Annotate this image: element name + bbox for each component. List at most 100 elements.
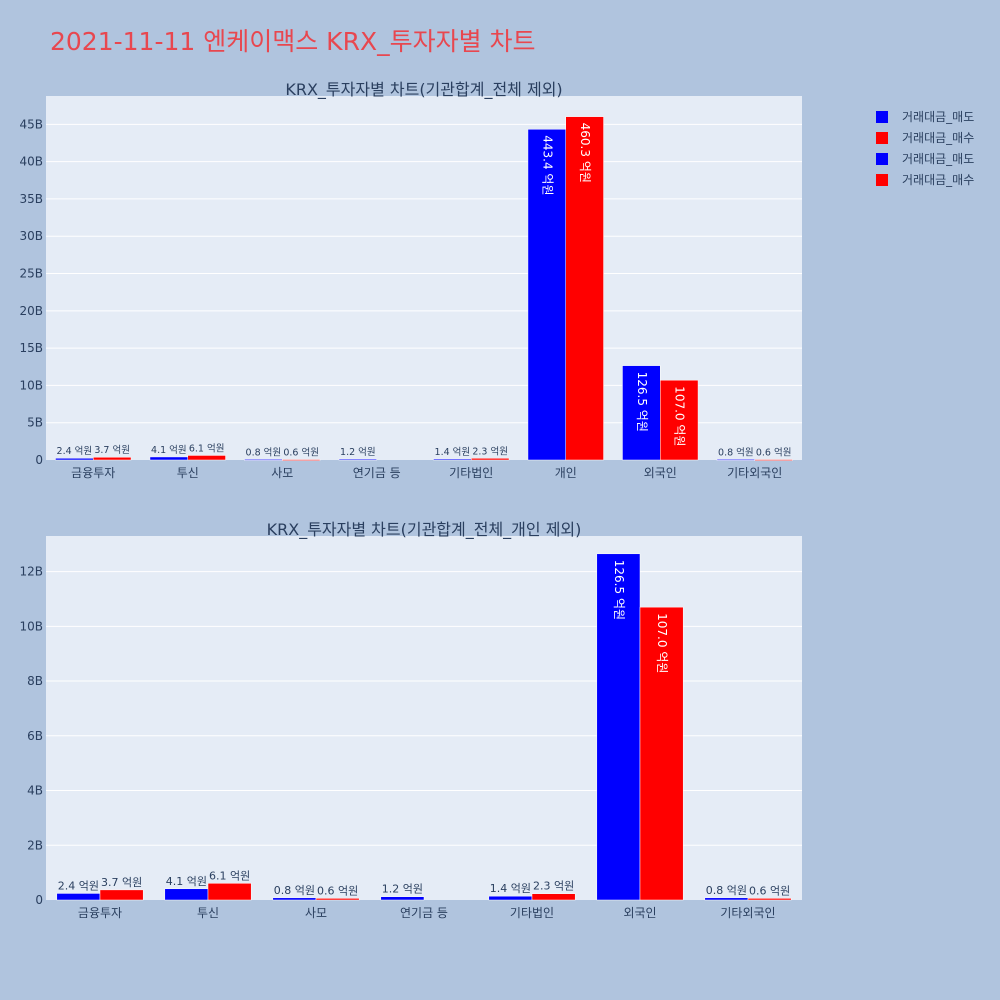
y-tick-label: 30B bbox=[19, 229, 43, 243]
bar-sell bbox=[527, 129, 567, 461]
data-label: 2.4 억원 bbox=[57, 445, 93, 457]
legend-item-sell-2[interactable]: 거래대금_매도 bbox=[876, 148, 974, 169]
x-tick-label: 연기금 등 bbox=[400, 906, 448, 920]
legend-label: 거래대금_매도 bbox=[902, 152, 975, 166]
y-tick-label: 12B bbox=[19, 565, 43, 579]
data-label: 4.1 억원 bbox=[166, 875, 207, 888]
bar-buy bbox=[565, 116, 604, 461]
x-tick-label: 외국인 bbox=[644, 466, 677, 480]
x-tick-label: 외국인 bbox=[623, 906, 656, 920]
page-title: 2021-11-11 엔케이맥스 KRX_투자자별 차트 bbox=[50, 27, 536, 56]
y-tick-label: 2B bbox=[27, 838, 43, 852]
bar-buy bbox=[99, 889, 144, 901]
x-tick-label: 개인 bbox=[555, 466, 577, 480]
y-tick-label: 35B bbox=[19, 192, 43, 206]
y-tick-label: 0 bbox=[35, 893, 43, 907]
x-tick-label: 기타법인 bbox=[449, 466, 493, 480]
x-tick-label: 금융투자 bbox=[78, 906, 122, 920]
legend-item-sell[interactable]: 거래대금_매도 bbox=[876, 106, 974, 127]
bar-sell bbox=[149, 456, 188, 461]
bar-sell bbox=[488, 895, 533, 901]
bar-sell bbox=[244, 459, 283, 461]
data-label: 460.3 억원 bbox=[578, 123, 592, 183]
legend-label: 거래대금_매도 bbox=[902, 110, 975, 124]
bar-buy bbox=[660, 379, 699, 461]
legend-label: 거래대금_매수 bbox=[902, 173, 975, 187]
data-label: 0.8 억원 bbox=[274, 884, 315, 897]
legend-swatch-sell bbox=[876, 110, 888, 123]
x-tick-label: 사모 bbox=[305, 906, 327, 920]
legend-item-buy-2[interactable]: 거래대금_매수 bbox=[876, 169, 974, 190]
x-tick-label: 금융투자 bbox=[71, 466, 115, 480]
data-label: 0.6 억원 bbox=[749, 884, 790, 897]
y-tick-label: 10B bbox=[19, 378, 43, 392]
data-label: 1.2 억원 bbox=[340, 446, 376, 458]
y-tick-label: 20B bbox=[19, 304, 43, 318]
bar-buy bbox=[93, 456, 132, 461]
x-tick-label: 투신 bbox=[197, 906, 219, 920]
legend-swatch-sell bbox=[876, 152, 888, 165]
data-label: 0.6 억원 bbox=[756, 447, 792, 459]
x-tick-label: 기타외국인 bbox=[727, 466, 782, 480]
bar-sell bbox=[338, 458, 378, 461]
bar-buy bbox=[207, 883, 252, 901]
data-label: 1.2 억원 bbox=[382, 883, 423, 896]
y-tick-label: 25B bbox=[19, 267, 43, 281]
data-label: 2.3 억원 bbox=[472, 445, 508, 457]
bar-buy bbox=[754, 459, 793, 461]
data-label: 0.8 억원 bbox=[246, 446, 282, 458]
legend-item-buy[interactable]: 거래대금_매수 bbox=[876, 127, 974, 148]
x-tick-label: 사모 bbox=[271, 466, 293, 480]
bar-sell bbox=[55, 457, 94, 461]
data-label: 3.7 억원 bbox=[94, 444, 130, 456]
bar-sell bbox=[433, 458, 472, 461]
chart-title: KRX_투자자별 차트(기관합계_전체_개인 제외) bbox=[267, 520, 582, 540]
data-label: 126.5 억원 bbox=[635, 372, 649, 432]
data-label: 126.5 억원 bbox=[612, 560, 626, 620]
bar-buy bbox=[282, 459, 321, 461]
data-label: 0.8 억원 bbox=[718, 446, 754, 458]
y-tick-label: 10B bbox=[19, 619, 43, 633]
y-tick-label: 4B bbox=[27, 784, 43, 798]
data-label: 1.4 억원 bbox=[490, 882, 531, 895]
data-label: 443.4 억원 bbox=[540, 135, 554, 195]
data-label: 1.4 억원 bbox=[435, 446, 471, 458]
legend-label: 거래대금_매수 bbox=[902, 131, 975, 145]
data-label: 0.6 억원 bbox=[317, 884, 358, 897]
data-label: 107.0 억원 bbox=[655, 613, 669, 673]
data-label: 6.1 억원 bbox=[189, 442, 225, 454]
data-label: 4.1 억원 bbox=[151, 444, 187, 456]
bar-buy bbox=[315, 898, 360, 901]
y-tick-label: 6B bbox=[27, 729, 43, 743]
bar-buy bbox=[471, 458, 510, 461]
bar-sell bbox=[716, 459, 756, 461]
data-label: 0.8 억원 bbox=[706, 884, 747, 897]
bar-sell bbox=[380, 896, 425, 901]
y-tick-label: 0 bbox=[35, 453, 43, 467]
data-label: 107.0 억원 bbox=[673, 386, 687, 446]
legend-swatch-buy bbox=[876, 173, 888, 186]
y-tick-label: 15B bbox=[19, 341, 43, 355]
data-label: 0.6 억원 bbox=[283, 447, 319, 459]
chart-title: KRX_투자자별 차트(기관합계_전체 제외) bbox=[285, 80, 562, 100]
bar-sell bbox=[56, 893, 101, 901]
legend[interactable]: 거래대금_매도 거래대금_매수 거래대금_매도 거래대금_매수 bbox=[876, 106, 974, 190]
bar-sell bbox=[272, 897, 317, 901]
bar-sell bbox=[704, 897, 749, 901]
y-tick-label: 8B bbox=[27, 674, 43, 688]
bar-buy bbox=[187, 455, 226, 461]
bar-buy bbox=[531, 893, 576, 901]
y-tick-label: 5B bbox=[27, 416, 43, 430]
data-label: 2.4 억원 bbox=[58, 879, 99, 892]
bar-buy bbox=[639, 606, 684, 901]
bar-buy bbox=[747, 898, 792, 901]
x-tick-label: 연기금 등 bbox=[353, 466, 401, 480]
data-label: 6.1 억원 bbox=[209, 869, 250, 882]
x-tick-label: 투신 bbox=[177, 466, 199, 480]
x-tick-label: 기타법인 bbox=[510, 906, 554, 920]
legend-swatch-buy bbox=[876, 131, 888, 144]
data-label: 2.3 억원 bbox=[533, 880, 574, 893]
x-tick-label: 기타외국인 bbox=[720, 906, 775, 920]
data-label: 3.7 억원 bbox=[101, 876, 142, 889]
